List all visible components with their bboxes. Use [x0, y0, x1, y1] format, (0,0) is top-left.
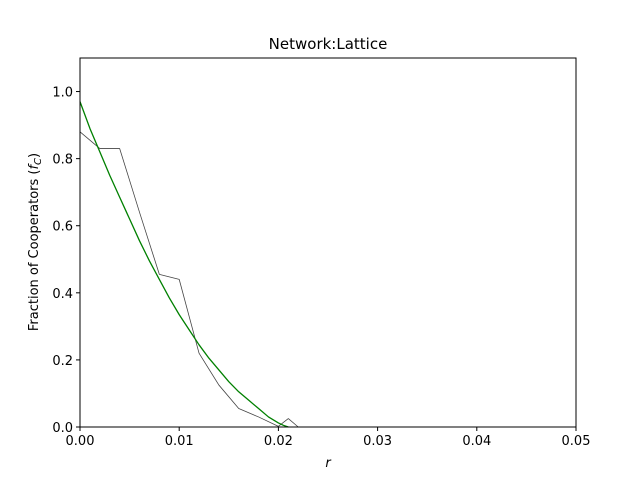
- x-axis-label: r: [325, 456, 332, 471]
- y-axis-label-text: Fraction of Cooperators (: [27, 170, 42, 332]
- y-tick-label: 1.0: [52, 86, 73, 101]
- y-tick-label: 0.4: [52, 287, 73, 302]
- y-tick-label: 0.8: [52, 153, 73, 168]
- y-tick-label: 0.0: [52, 421, 73, 436]
- x-tick-label: 0.00: [66, 434, 95, 449]
- y-axis: 0.0 0.2 0.4 0.6 0.8 1.0: [52, 86, 80, 436]
- x-tick-label: 0.01: [165, 434, 194, 449]
- y-tick-label: 0.2: [52, 354, 73, 369]
- y-axis-label: Fraction of Cooperators (fC): [27, 153, 44, 331]
- x-tick-label: 0.02: [264, 434, 293, 449]
- axes-frame: [79, 57, 577, 428]
- y-axis-label-var: f: [27, 163, 42, 170]
- x-tick-label: 0.05: [562, 434, 591, 449]
- x-tick-label: 0.03: [363, 434, 392, 449]
- y-axis-label-close: ): [27, 153, 42, 158]
- series-line-fit: [79, 101, 289, 428]
- y-tick-label: 0.6: [52, 220, 73, 235]
- y-axis-label-sub: C: [33, 158, 44, 165]
- x-tick-label: 0.04: [462, 434, 491, 449]
- x-axis: 0.00 0.01 0.02 0.03 0.04 0.05: [66, 427, 591, 449]
- chart-title: Network:Lattice: [269, 35, 388, 53]
